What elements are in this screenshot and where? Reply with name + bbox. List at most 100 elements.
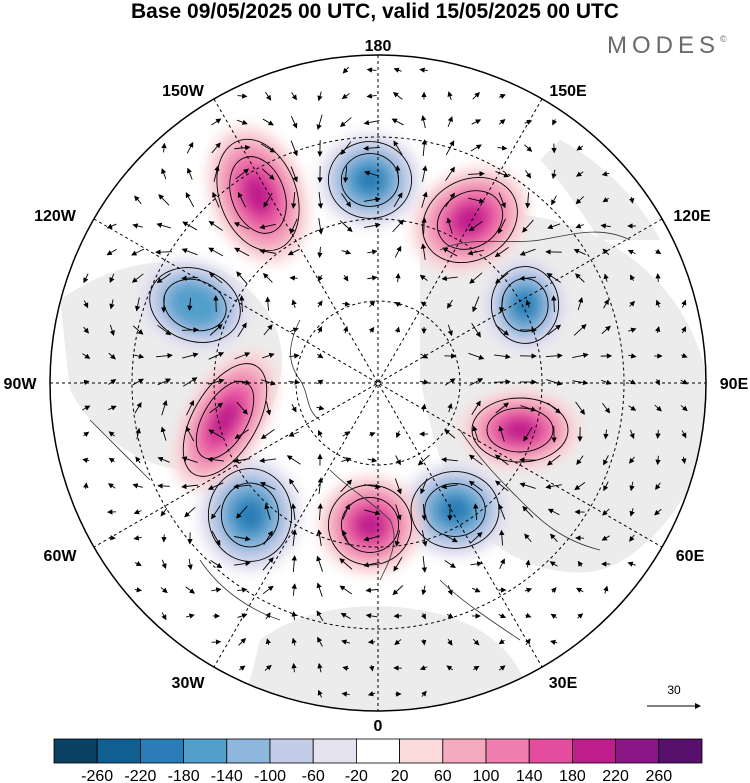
wind-arrow — [339, 117, 352, 128]
wind-arrow — [655, 455, 661, 466]
wind-arrow — [498, 192, 506, 209]
wind-arrow — [603, 455, 609, 466]
wind-arrow — [572, 352, 589, 358]
wind-arrow — [602, 248, 610, 256]
wind-arrow — [263, 324, 273, 336]
wind-arrow — [495, 272, 509, 284]
wind-arrow — [187, 558, 193, 571]
wind-arrow — [628, 327, 637, 333]
wind-arrow — [181, 248, 198, 256]
wind-arrow — [317, 429, 323, 438]
wind-arrow — [498, 296, 505, 313]
wind-arrow — [185, 586, 195, 594]
wind-arrow — [317, 689, 323, 698]
wind-arrow — [317, 636, 323, 647]
colorbar-tick-label: 260 — [645, 768, 672, 783]
wind-arrow — [627, 561, 636, 567]
wind-arrow — [369, 432, 376, 438]
wind-arrow — [471, 400, 481, 416]
wind-arrow — [522, 219, 534, 233]
wind-arrow — [132, 353, 145, 359]
wind-arrow — [447, 116, 453, 128]
wind-arrow — [364, 222, 381, 229]
wind-arrow — [445, 166, 455, 181]
wind-arrow — [341, 193, 352, 208]
wind-arrow — [519, 248, 536, 256]
wind-arrow — [339, 220, 353, 232]
wind-arrow — [83, 326, 89, 334]
wind-arrow — [109, 299, 115, 310]
wind-arrow — [447, 324, 453, 337]
contour-pos-80w-1 — [182, 363, 268, 477]
map-border — [49, 54, 707, 712]
wind-arrow — [187, 297, 193, 312]
wind-arrow — [495, 402, 509, 414]
wind-arrow — [547, 324, 562, 336]
wind-arrow — [629, 534, 635, 542]
wind-arrow — [367, 457, 378, 463]
wind-arrow — [524, 587, 533, 593]
wind-arrow — [681, 299, 687, 308]
colorbar — [53, 738, 703, 764]
wind-arrow — [524, 144, 533, 152]
wind-arrow — [628, 456, 635, 464]
wind-arrow — [260, 143, 276, 153]
wind-arrow — [340, 141, 352, 156]
wind-arrow — [573, 323, 587, 336]
wind-arrow — [233, 483, 250, 490]
wind-arrow — [289, 327, 299, 333]
wind-arrow — [288, 431, 299, 437]
colorbar-swatch — [572, 738, 617, 764]
wind-arrow — [265, 612, 271, 620]
wind-arrow — [420, 613, 426, 620]
wind-arrow — [259, 248, 276, 255]
colorbar-swatch — [615, 738, 660, 764]
wind-arrow — [339, 558, 353, 570]
wind-arrow — [469, 378, 484, 386]
wind-arrow — [234, 560, 251, 567]
contour-neg-50w-0 — [220, 482, 280, 548]
wind-arrow — [368, 326, 375, 333]
wind-arrow — [392, 219, 405, 233]
wind-arrow — [364, 170, 380, 177]
wind-arrow — [470, 144, 482, 152]
wind-arrow — [366, 93, 377, 99]
wind-arrow — [654, 404, 662, 412]
wind-arrow — [134, 195, 142, 205]
lon-label-60w: 60W — [44, 548, 78, 565]
wind-arrow — [289, 275, 298, 281]
wind-arrow — [339, 585, 353, 595]
wind-arrow — [519, 275, 537, 282]
wind-arrow — [83, 300, 89, 309]
wind-arrow — [472, 638, 480, 646]
wind-arrow — [260, 428, 275, 440]
wind-arrow — [365, 587, 378, 593]
wind-arrow — [264, 664, 272, 671]
wind-arrow — [135, 427, 141, 440]
wind-arrow — [601, 535, 610, 541]
wind-arrow — [469, 272, 483, 284]
wind-arrow — [317, 274, 323, 282]
colorbar-tick-label: -100 — [254, 768, 286, 783]
wind-arrow — [317, 91, 323, 102]
wind-arrow — [157, 483, 170, 489]
wind-arrow — [367, 691, 376, 697]
wind-arrow — [470, 561, 483, 567]
wind-arrow — [420, 243, 427, 260]
wind-arrow — [291, 610, 297, 621]
wind-arrow — [367, 275, 378, 281]
wind-arrow — [316, 529, 323, 546]
wind-arrow — [263, 192, 273, 208]
wind-arrow — [234, 247, 250, 257]
wind-arrow — [655, 326, 661, 334]
wind-arrow — [367, 639, 376, 645]
wind-arrow — [135, 456, 141, 464]
wind-arrow — [83, 273, 89, 284]
wind-arrow — [447, 299, 453, 309]
wind-arrow — [208, 247, 224, 257]
wind-arrow — [265, 296, 271, 311]
wind-arrow — [290, 140, 298, 157]
wind-arrow — [160, 426, 167, 441]
colorbar-tick-label: 100 — [473, 768, 500, 783]
colorbar-tick-label: -220 — [124, 768, 156, 783]
